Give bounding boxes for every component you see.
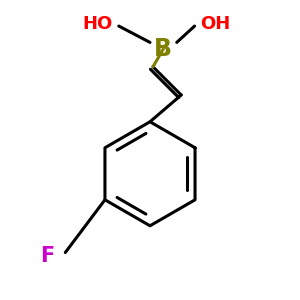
Text: F: F <box>40 245 55 266</box>
Text: HO: HO <box>83 15 113 33</box>
Text: OH: OH <box>200 15 230 33</box>
Text: B: B <box>154 37 172 61</box>
